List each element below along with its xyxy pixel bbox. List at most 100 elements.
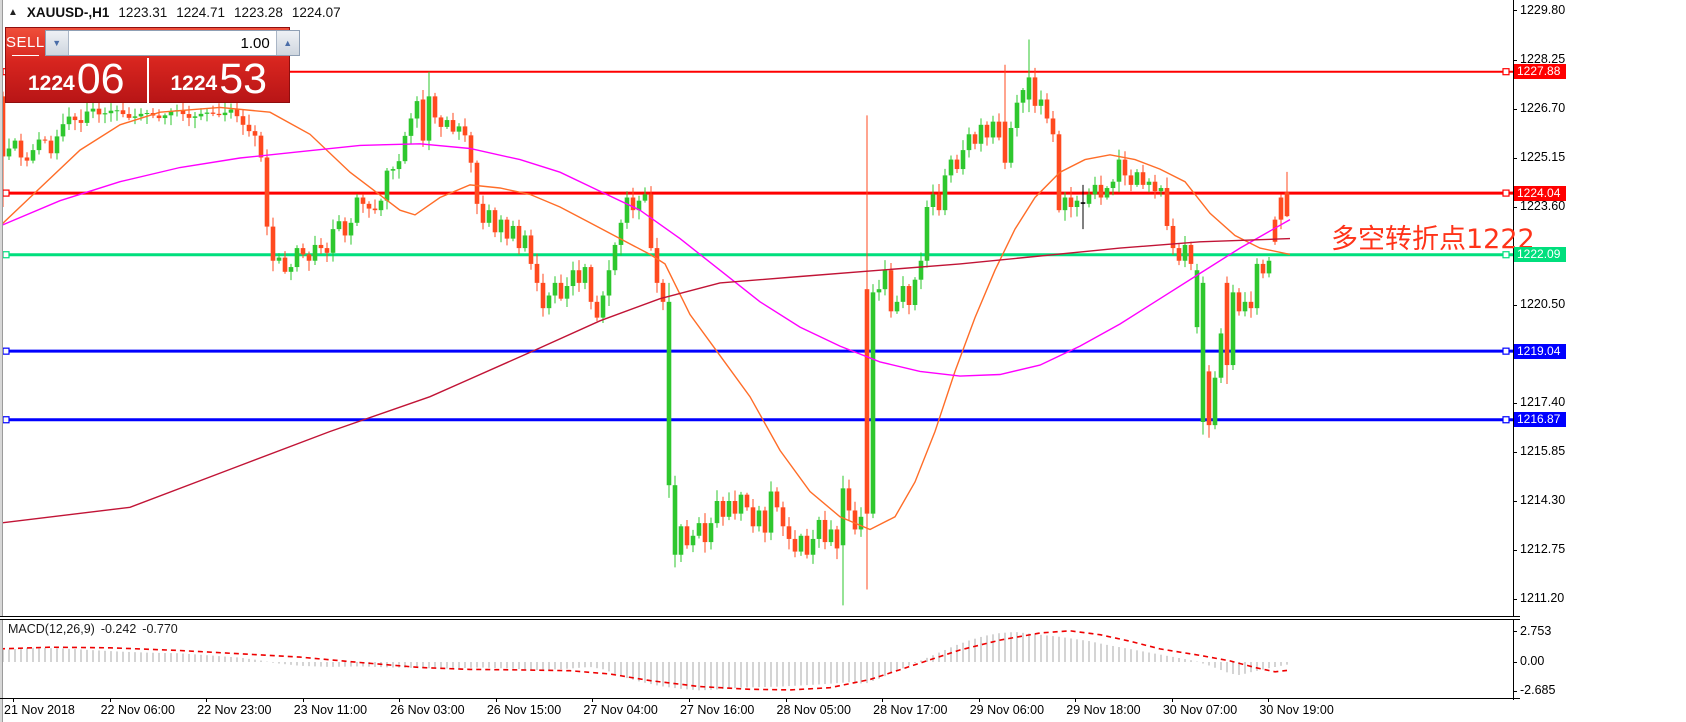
volume-increase-button[interactable]: ▲ [275,31,299,55]
candle-body [792,538,798,552]
time-tick-label: 30 Nov 07:00 [1162,703,1238,717]
candle-body [648,194,654,249]
time-tick-mark [206,698,208,702]
candle-body [684,526,690,546]
candle-body [492,210,498,233]
buy-price-handle: 1224 [170,72,218,95]
candle-body [228,109,234,113]
buy-price-display[interactable]: 1224 53 [149,56,290,103]
time-tick-mark [592,698,594,702]
candle-body [498,219,504,233]
sell-button[interactable]: SELL [6,32,45,56]
candle-body [120,110,126,115]
line-handle[interactable] [2,416,10,424]
candle-body [690,535,696,546]
candle-body [846,488,852,511]
candle-body [12,140,18,149]
candle-body [744,494,750,508]
candle-body [270,226,276,261]
price-badge-1219.04: 1219.04 [1514,343,1566,359]
candle-body [282,257,288,272]
chart-text-annotation[interactable]: 多空转折点1222 [1331,224,1535,255]
candle-body [600,295,606,318]
candle-body [102,113,108,115]
candle-body [522,235,528,249]
line-handle[interactable] [1502,68,1510,76]
macd-signal-value: -0.770 [142,622,178,636]
collapse-trade-panel-icon[interactable]: ▲ [8,7,18,18]
candle-body [1146,181,1152,185]
panel-separator[interactable] [0,616,1520,620]
candle-body [756,510,762,527]
candle-body [1020,90,1026,103]
candle-body [1104,188,1110,198]
time-tick-label: 28 Nov 17:00 [873,703,948,717]
candle-body [534,263,540,283]
candle-body [330,229,336,253]
candle-body [1062,197,1068,211]
candle-body [582,267,588,283]
time-tick-label: 29 Nov 06:00 [969,703,1045,717]
sell-price-display[interactable]: 1224 06 [6,56,147,103]
line-handle[interactable] [2,347,10,355]
price-tick-mark [1513,402,1517,404]
candle-body [1140,172,1146,185]
candle-body [528,235,534,264]
candle-body [132,116,138,118]
candle-body [564,286,570,299]
time-tick-label: 28 Nov 05:00 [776,703,851,717]
line-handle[interactable] [1502,189,1510,197]
volume-decrease-button[interactable]: ▼ [45,31,69,55]
time-tick-mark [1075,698,1077,702]
buy-button[interactable]: BUY [300,32,332,56]
candle-body [732,501,738,514]
candle-body [366,203,372,209]
candle-body [1116,159,1122,182]
candle-body [480,203,486,223]
candle-body [882,270,888,290]
candle-body [570,270,576,287]
candle-body [978,124,984,144]
candle-body [198,113,204,117]
candle-body [804,535,810,555]
line-handle[interactable] [2,189,10,197]
candle-body [1242,301,1248,312]
candle-body [720,501,726,517]
candle-body [378,200,384,211]
candle-body [294,248,300,268]
volume-input[interactable] [68,31,276,55]
candle-body [486,210,492,223]
candle-body [450,120,456,132]
candle-body [456,126,462,132]
candle-body [1074,200,1080,208]
line-handle[interactable] [1502,251,1510,259]
candle-body [1044,99,1050,119]
time-tick-label: 22 Nov 23:00 [197,703,272,717]
symbol-timeframe-label: XAUUSD-,H1 [26,5,110,20]
candle-body [78,120,84,123]
candle-body [360,197,366,204]
time-tick-label: 26 Nov 03:00 [390,703,465,717]
candle-body [906,286,912,306]
candle-body [642,194,648,201]
candle-body [924,207,930,261]
candle-body [318,244,324,249]
line-handle[interactable] [1502,416,1510,424]
candle-body [72,116,78,121]
line-handle[interactable] [1502,347,1510,355]
price-chart-canvas[interactable] [0,0,1686,617]
candle-body [780,507,786,527]
time-tick-label: 30 Nov 19:00 [1259,703,1334,717]
line-handle[interactable] [2,251,10,259]
macd-signal-line [0,629,1288,691]
candle-body [774,491,780,508]
candle-body [204,112,210,114]
price-tick-mark [1513,598,1517,600]
macd-chart-canvas[interactable] [0,620,1513,698]
candle-body [810,538,816,555]
candle-body [516,225,522,249]
candle-body [552,282,558,296]
candle-body [1218,333,1224,378]
candle-body [1260,263,1266,274]
window-left-edge [0,0,3,722]
